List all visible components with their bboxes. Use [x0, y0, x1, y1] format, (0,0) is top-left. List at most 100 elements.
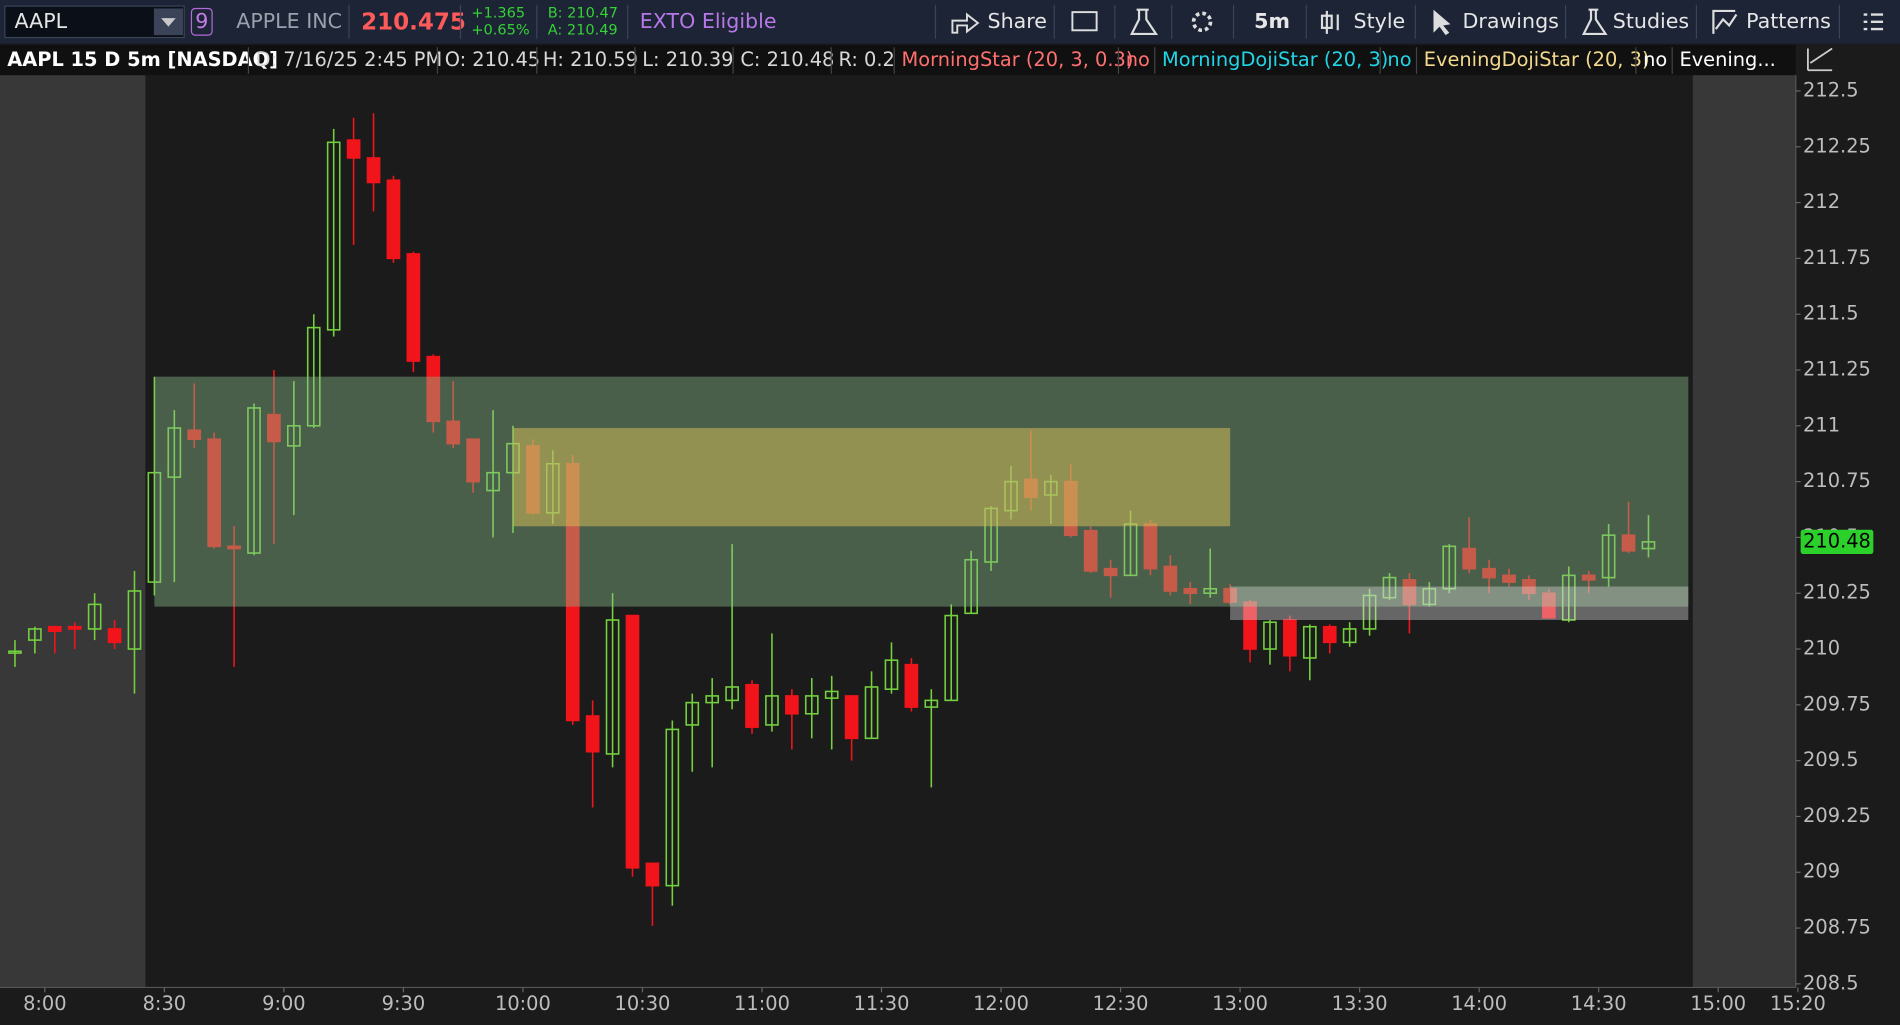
interval[interactable]: 5m [1254, 9, 1290, 33]
study-name[interactable]: MorningDojiStar (20, 3) [1162, 48, 1388, 71]
candle-body [187, 429, 202, 440]
candle-body [1442, 545, 1457, 590]
axis-icon[interactable] [1806, 47, 1833, 72]
candle-body [426, 355, 441, 423]
study-value: no [1387, 48, 1411, 71]
study-more[interactable]: Evening... [1679, 48, 1775, 71]
bar-open: O: 210.45 [445, 48, 540, 71]
style-icon[interactable] [1320, 10, 1339, 34]
y-tick-label: 211.25 [1803, 357, 1871, 380]
study-value: no [1126, 48, 1150, 71]
candle-body [1422, 587, 1437, 606]
x-tick-label: 11:30 [854, 992, 910, 1015]
bar-high: H: 210.59 [543, 48, 638, 71]
badge[interactable] [190, 7, 213, 36]
candle-body [1561, 574, 1576, 621]
candle-body [745, 683, 759, 728]
x-tick-label: 8:30 [143, 992, 187, 1015]
y-tick-label: 211 [1803, 413, 1840, 436]
cursor-icon[interactable] [1433, 9, 1451, 36]
candle-body [1283, 619, 1297, 657]
gear-icon[interactable] [1191, 11, 1213, 33]
y-tick-label: 209.5 [1803, 748, 1858, 771]
candle-body [1203, 587, 1218, 595]
candle-body [1302, 625, 1317, 659]
x-tick-label: 8:00 [23, 992, 67, 1015]
candle-body [1322, 625, 1337, 644]
candle-body [1362, 594, 1377, 630]
candle-body [47, 625, 62, 632]
x-tick-label: 13:00 [1212, 992, 1268, 1015]
candle-body [1581, 574, 1596, 581]
pattern-zone [512, 428, 1231, 527]
flask-icon[interactable] [1129, 8, 1159, 36]
symbol[interactable]: AAPL [15, 9, 68, 33]
share-icon[interactable] [951, 12, 980, 34]
bid: B: 210.47 [548, 5, 618, 21]
candle-body [1641, 541, 1656, 550]
y-tick-label: 208.5 [1803, 971, 1858, 994]
studies-icon[interactable] [1581, 8, 1608, 36]
y-tick-label: 210 [1803, 637, 1840, 660]
style[interactable]: Style [1354, 9, 1406, 33]
candle-body [267, 413, 281, 443]
candle-body [844, 695, 859, 740]
badge-text: 9 [195, 9, 208, 33]
x-tick-label: 12:30 [1093, 992, 1149, 1015]
menu-icon[interactable] [1863, 13, 1884, 31]
exto[interactable]: EXTO Eligible [640, 9, 777, 33]
y-tick-label: 212.25 [1803, 134, 1871, 157]
y-tick-label: 209.75 [1803, 692, 1871, 715]
share[interactable]: Share [988, 9, 1047, 33]
candle-body [67, 625, 82, 630]
candle-body [785, 695, 799, 715]
patterns[interactable]: Patterns [1746, 9, 1831, 33]
x-tick-label: 14:30 [1571, 992, 1627, 1015]
x-tick-label: 9:30 [382, 992, 426, 1015]
toolbar [0, 0, 1900, 44]
study-value: no [1643, 48, 1667, 71]
afterhours-shade [1692, 75, 1796, 988]
candle-body [1502, 574, 1516, 583]
candle-body [924, 699, 939, 708]
candle-body [326, 141, 341, 331]
candle-body [1382, 576, 1397, 599]
candle-body [247, 407, 261, 554]
candle-body [1402, 579, 1417, 606]
change: +1.365 [471, 5, 525, 21]
candle-body [625, 614, 640, 869]
candle-body [346, 139, 361, 159]
candle-body [87, 603, 102, 630]
study-name[interactable]: EveningDojiStar (20, 3) [1424, 48, 1650, 71]
x-tick-label: 12:00 [973, 992, 1029, 1015]
candle-body [605, 619, 620, 755]
bar-range: R: 0.2 [839, 48, 895, 71]
candle-body [406, 253, 421, 362]
last-price-label: 210.48 [1803, 529, 1871, 552]
candle-body [167, 427, 182, 478]
candle-body [1103, 567, 1118, 577]
candle-body [147, 471, 162, 583]
candle-body [864, 686, 879, 740]
last-price: 210.475 [361, 10, 466, 36]
y-tick-label: 209.25 [1803, 804, 1871, 827]
drawings[interactable]: Drawings [1463, 9, 1559, 33]
candle-body [107, 628, 122, 644]
candle-body [306, 326, 321, 427]
calendar-icon[interactable] [1071, 11, 1098, 32]
candle-body [824, 690, 839, 699]
candle-body [944, 614, 959, 702]
patterns-icon[interactable] [1712, 9, 1738, 34]
candle-body [207, 438, 222, 548]
y-tick-label: 212 [1803, 190, 1840, 213]
study-name[interactable]: MorningStar (20, 3, 0.3) [902, 48, 1134, 71]
ask: A: 210.49 [548, 22, 618, 38]
candle-body [1183, 587, 1198, 595]
pattern-zone [1230, 586, 1689, 621]
studies[interactable]: Studies [1613, 9, 1689, 33]
y-tick-label: 211.75 [1803, 246, 1871, 269]
candle-body [1243, 601, 1257, 650]
candle-body [366, 157, 381, 184]
